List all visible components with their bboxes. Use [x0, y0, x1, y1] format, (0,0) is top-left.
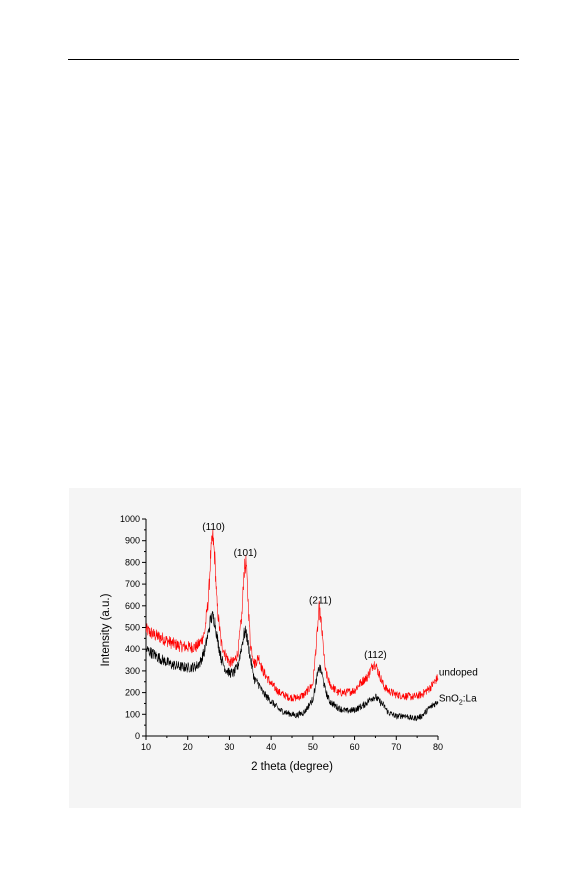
y-tick-label: 1000 — [120, 514, 140, 524]
y-tick-label: 400 — [125, 644, 140, 654]
y-tick-label: 200 — [125, 688, 140, 698]
y-tick-label: 800 — [125, 557, 140, 567]
series-line-sno2-la — [145, 610, 439, 722]
y-tick-label: 900 — [125, 536, 140, 546]
peak-label: (110) — [202, 522, 225, 533]
chart-frame: 10 20 30 40 50 60 70 80010020030040050060070080… — [120, 514, 443, 752]
y-tick-label: 100 — [125, 709, 140, 719]
x-tick-label: 80 — [433, 742, 443, 752]
x-tick-label: 10 — [141, 742, 151, 752]
chart-series — [145, 528, 439, 722]
series-line-undoped — [145, 528, 439, 702]
x-tick-label: 50 — [308, 742, 318, 752]
page-top-rule — [68, 59, 519, 60]
peak-annotations: (110) (101) (211) (112) — [202, 522, 386, 661]
peak-label: (211) — [309, 596, 332, 607]
chart-legend: undoped SnO2:La — [439, 668, 478, 707]
figure-background-panel — [69, 488, 521, 808]
y-tick-label: 700 — [125, 579, 140, 589]
y-tick-label: 300 — [125, 666, 140, 676]
legend-label-sno2-la: SnO2:La — [439, 693, 477, 706]
legend-label-undoped: undoped — [439, 668, 478, 679]
x-tick-label: 40 — [266, 742, 276, 752]
peak-label: (101) — [234, 548, 257, 559]
y-tick-label: 0 — [135, 731, 140, 741]
x-axis-label: 2 theta (degree) — [251, 761, 333, 773]
y-tick-label: 500 — [125, 623, 140, 633]
xrd-chart: 10 20 30 40 50 60 70 80010020030040050060070080… — [100, 514, 478, 773]
y-tick-label: 600 — [125, 601, 140, 611]
x-tick-label: 70 — [391, 742, 401, 752]
x-tick-label: 20 — [183, 742, 193, 752]
x-tick-label: 60 — [350, 742, 360, 752]
peak-label: (112) — [364, 650, 387, 661]
y-axis-label: Intensity (a.u.) — [100, 593, 112, 666]
x-tick-label: 30 — [224, 742, 234, 752]
